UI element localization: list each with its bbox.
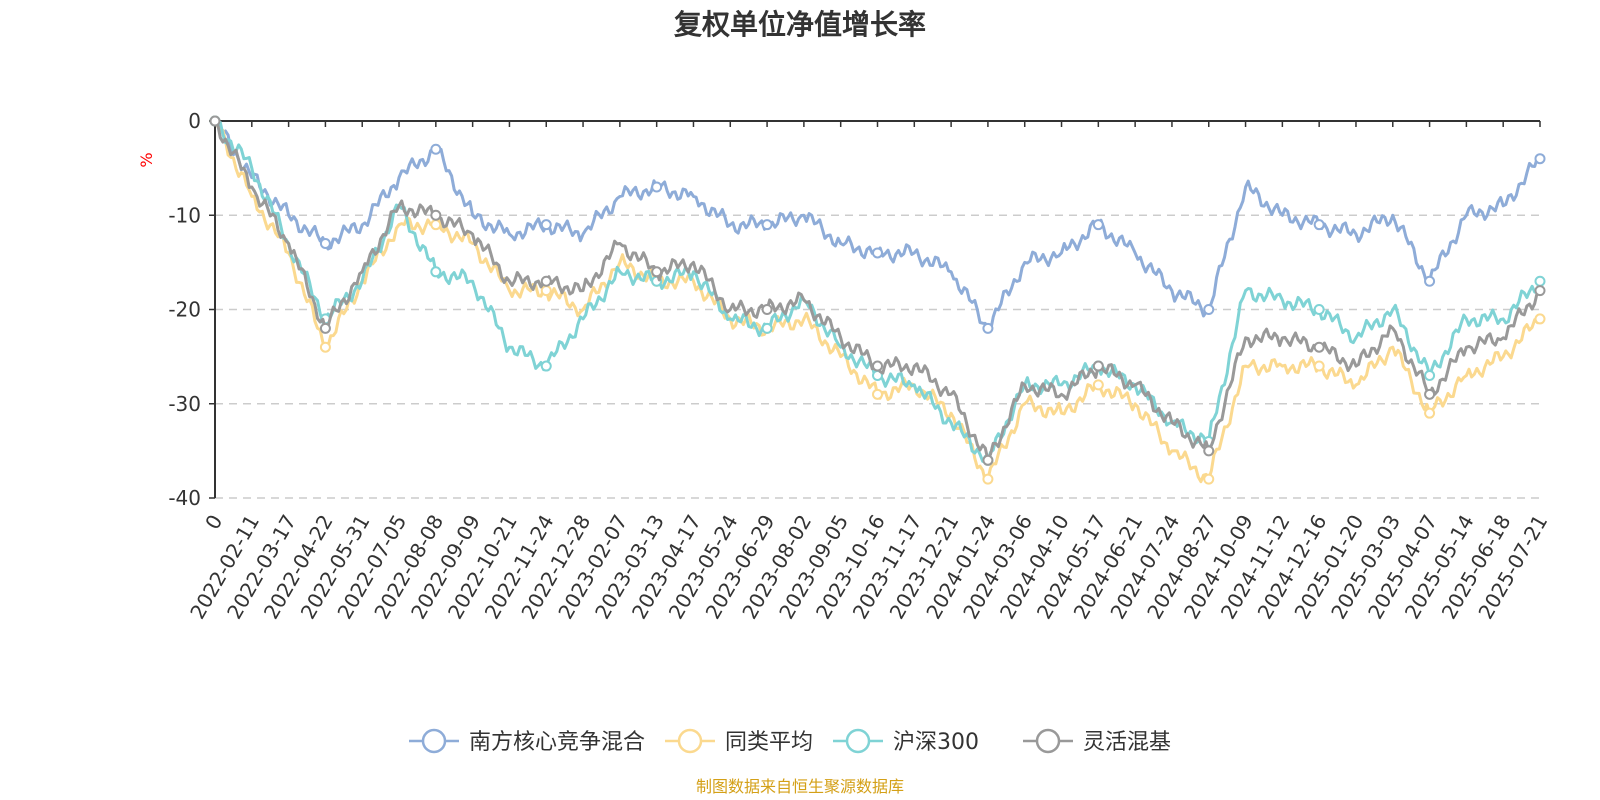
legend-label: 南方核心竞争混合 (469, 730, 645, 755)
data-point (1313, 219, 1325, 231)
legend-marker (1035, 728, 1061, 754)
legend-item-3[interactable]: 沪深300 (833, 728, 979, 755)
data-point (540, 360, 552, 372)
data-point (430, 209, 442, 221)
y-tick-label: -40 (168, 486, 201, 510)
data-point (1313, 341, 1325, 353)
legend-item-1[interactable]: 南方核心竞争混合 (409, 728, 645, 755)
data-point (1534, 285, 1546, 297)
data-point (1313, 304, 1325, 315)
legend-label: 灵活混基 (1083, 730, 1171, 755)
data-point (872, 360, 883, 372)
data-point (540, 219, 552, 231)
data-source-note: 制图数据来自恒生聚源数据库 (696, 777, 904, 796)
data-point (1424, 275, 1436, 287)
data-point (1534, 153, 1546, 165)
gridlines (215, 214, 1540, 499)
legend-label: 沪深300 (893, 730, 979, 755)
legend[interactable]: 南方核心竞争混合 同类平均 沪深300 灵活混基 (409, 728, 1171, 755)
data-point (1534, 313, 1546, 325)
series-line-3 (214, 119, 1542, 463)
legend-marker (845, 728, 871, 754)
data-point (761, 322, 773, 334)
legend-label: 同类平均 (725, 730, 813, 755)
data-point (319, 341, 331, 353)
data-point (1203, 304, 1215, 315)
data-point (319, 322, 331, 334)
data-point (430, 219, 442, 231)
data-point (1203, 445, 1215, 457)
data-point (1092, 379, 1104, 391)
data-point (430, 266, 442, 278)
data-point (982, 454, 994, 466)
data-point (651, 266, 663, 278)
y-tick-label: -20 (168, 298, 201, 322)
data-point (651, 181, 663, 193)
series-line-4 (213, 119, 1541, 462)
legend-marker (677, 728, 703, 754)
data-point (1424, 369, 1436, 381)
series-lines (209, 115, 1546, 485)
legend-marker (421, 728, 447, 754)
data-point (872, 247, 883, 259)
x-axis: 02022-02-112022-03-172022-04-222022-05-3… (185, 121, 1552, 623)
data-point (1092, 360, 1104, 372)
chart-title: 复权单位净值增长率 (674, 8, 926, 41)
data-point (1203, 473, 1215, 485)
data-point (209, 115, 221, 127)
series-line-1 (215, 119, 1541, 333)
y-tick-label: 0 (188, 109, 201, 133)
data-point (540, 285, 552, 297)
data-point (872, 388, 883, 400)
x-tick-label: 0 (200, 511, 227, 534)
series-line-2 (213, 120, 1542, 484)
data-point (982, 473, 994, 485)
data-point (1313, 360, 1325, 372)
data-point (430, 143, 442, 155)
y-axis-unit: % (137, 152, 156, 167)
legend-item-4[interactable]: 灵活混基 (1023, 728, 1171, 755)
data-point (1424, 407, 1436, 419)
data-point (1534, 275, 1546, 287)
data-point (982, 322, 994, 334)
data-point (761, 304, 773, 315)
data-point (1092, 219, 1104, 231)
data-point (761, 219, 773, 231)
data-point (1424, 388, 1436, 400)
y-tick-label: -10 (168, 203, 201, 227)
data-point (319, 238, 331, 250)
y-tick-label: -30 (168, 392, 201, 416)
data-point (540, 275, 552, 287)
legend-item-2[interactable]: 同类平均 (665, 728, 813, 755)
